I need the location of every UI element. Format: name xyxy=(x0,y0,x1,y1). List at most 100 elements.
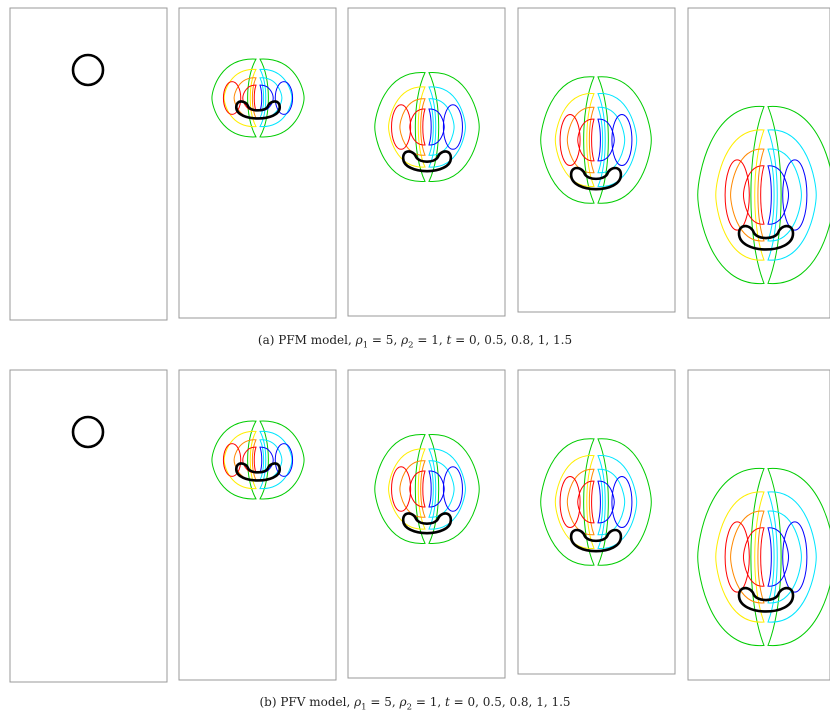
contour-line xyxy=(715,129,765,261)
contour-line xyxy=(388,448,426,530)
contour-line xyxy=(559,475,581,529)
contour-line xyxy=(597,468,626,536)
contour-line xyxy=(211,58,257,138)
contour-line xyxy=(554,93,595,187)
caption-rho2: 1 xyxy=(429,695,438,709)
snapshot-panel xyxy=(347,7,506,317)
contour-line xyxy=(428,448,466,530)
droplet-interface xyxy=(401,150,453,173)
contour-line xyxy=(767,491,817,623)
contour-line xyxy=(540,76,595,204)
contour-line xyxy=(566,106,595,174)
contour-line xyxy=(428,72,480,182)
snapshot-panel xyxy=(9,369,168,683)
droplet-interface xyxy=(737,224,795,251)
contour-line xyxy=(259,58,305,138)
contour-line xyxy=(566,468,595,536)
contour-line xyxy=(715,491,765,623)
contour-line xyxy=(442,466,463,512)
contour-line xyxy=(242,84,257,112)
contour-line xyxy=(554,455,595,549)
contour-line xyxy=(259,430,293,490)
droplet-interface xyxy=(569,528,623,553)
contour-line xyxy=(611,475,633,529)
panel-frame xyxy=(178,7,337,319)
contour-line xyxy=(767,148,802,242)
contour-line xyxy=(211,420,257,500)
contour-line xyxy=(409,108,426,146)
contour-line xyxy=(782,159,808,231)
contour-line xyxy=(724,521,750,593)
panel-frame xyxy=(687,369,830,681)
contour-line xyxy=(428,434,480,544)
contour-line xyxy=(559,113,581,167)
contour-line xyxy=(223,68,257,128)
contour-line xyxy=(730,510,765,604)
caption-label: (b) xyxy=(259,695,277,709)
panel-frame xyxy=(687,7,830,319)
caption-rho1: 5 xyxy=(384,695,392,709)
contour-line xyxy=(428,460,455,518)
caption-times: 0, 0.5, 0.8, 1, 1.5 xyxy=(467,695,571,709)
contour-line xyxy=(428,86,466,168)
contour-line xyxy=(428,98,455,156)
contour-line xyxy=(597,480,615,524)
contour-line xyxy=(730,148,765,242)
subfigure-pfv: (b) PFV model, ρ1 = 5, ρ2 = 1, t = 0, 0.… xyxy=(0,362,830,717)
contour-line xyxy=(577,118,595,162)
contour-line xyxy=(767,129,817,261)
caption-model: PFV model xyxy=(280,695,347,709)
contour-line xyxy=(409,470,426,508)
droplet-interface xyxy=(737,586,795,613)
contour-line xyxy=(374,434,426,544)
caption-times: 0, 0.5, 0.8, 1, 1.5 xyxy=(469,333,573,347)
contour-line xyxy=(391,466,412,512)
contour-line xyxy=(428,108,445,146)
panel-frame xyxy=(517,369,676,675)
contour-line xyxy=(597,438,652,566)
contour-line xyxy=(697,106,765,284)
snapshot-panel xyxy=(178,369,337,681)
caption-label: (a) xyxy=(257,333,275,347)
snapshot-panel xyxy=(687,369,830,681)
contour-line xyxy=(767,106,830,284)
snapshot-panel xyxy=(517,369,676,675)
contour-line xyxy=(597,93,638,187)
snapshot-panel xyxy=(687,7,830,319)
contour-line xyxy=(782,521,808,593)
contour-line xyxy=(540,438,595,566)
panel-frame xyxy=(9,7,168,321)
contour-line xyxy=(767,510,802,604)
contour-line xyxy=(597,76,652,204)
caption-pfv: (b) PFV model, ρ1 = 5, ρ2 = 1, t = 0, 0.… xyxy=(259,695,571,713)
contour-line xyxy=(274,81,294,115)
contour-line xyxy=(724,159,750,231)
caption-pfm: (a) PFM model, ρ1 = 5, ρ2 = 1, t = 0, 0.… xyxy=(257,333,573,351)
snapshot-panel xyxy=(517,7,676,313)
caption-rho2: 1 xyxy=(431,333,439,347)
droplet-interface xyxy=(569,166,623,191)
contour-line xyxy=(223,430,257,490)
contour-line xyxy=(399,460,426,518)
panel-frame xyxy=(9,369,168,683)
contour-line xyxy=(374,72,426,182)
caption-model: PFM model xyxy=(278,333,348,347)
contour-line xyxy=(391,104,412,150)
contour-line xyxy=(222,443,242,477)
contour-line xyxy=(428,470,445,508)
contour-line xyxy=(399,98,426,156)
snapshot-panel xyxy=(347,369,506,679)
contour-line xyxy=(259,68,293,128)
pfm-panels xyxy=(9,7,830,321)
droplet-interface xyxy=(401,512,453,535)
caption-rho1: 5 xyxy=(385,333,394,347)
snapshot-panel xyxy=(9,7,168,321)
droplet-interface xyxy=(71,415,105,449)
contour-line xyxy=(222,81,242,115)
contour-line xyxy=(274,443,294,477)
droplet-interface xyxy=(234,462,282,482)
panel-frame xyxy=(517,7,676,313)
contour-line xyxy=(697,468,765,646)
droplet-interface xyxy=(71,53,105,87)
